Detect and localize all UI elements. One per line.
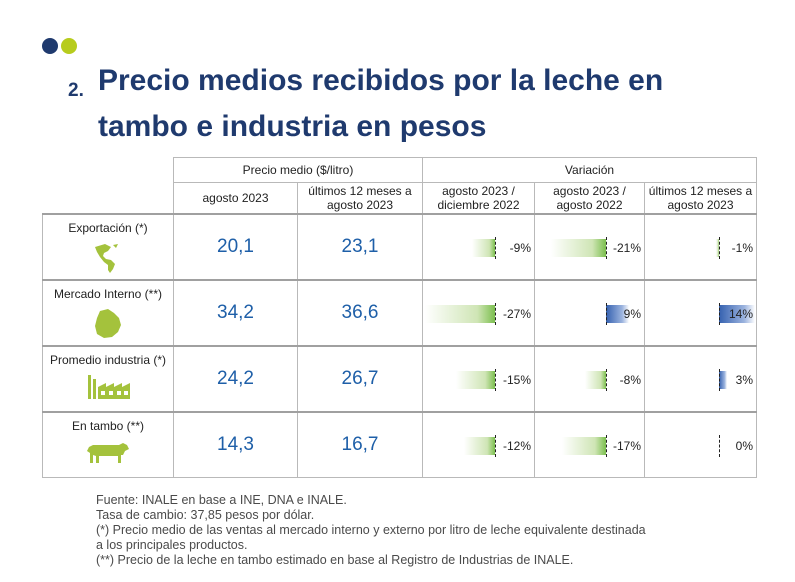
variation-cell: -15% (422, 344, 535, 412)
variation-cell: -27% (422, 278, 535, 346)
variation-axis (719, 368, 720, 391)
value-ultimos-12: 23,1 (297, 212, 423, 280)
variation-label: -8% (619, 372, 641, 387)
col-header: últimos 12 meses a agosto 2023 (644, 182, 757, 214)
variation-axis (606, 434, 607, 457)
variation-bar (719, 304, 756, 323)
uruguay-map-icon (95, 308, 121, 338)
variation-label: -1% (731, 240, 753, 255)
variation-axis (606, 236, 607, 259)
table-row: Mercado Interno (**) 34,2 36,6 -27% 9% 1… (42, 278, 757, 346)
value-agosto-2023: 14,3 (173, 410, 298, 478)
title-number: 2. (68, 80, 84, 101)
variation-bar (463, 436, 495, 455)
variation-bar (716, 238, 719, 257)
footnote-1-cont: a los principales productos. (96, 538, 248, 552)
variation-label: -21% (612, 240, 641, 255)
price-table: Precio medio ($/litro) Variación agosto … (42, 157, 757, 478)
variation-bar (719, 370, 727, 389)
title-line-1: Precio medios recibidos por la leche en (98, 64, 664, 97)
table-row: Exportación (*) 20,1 23,1 -9% -21% -1% (42, 212, 757, 280)
value-agosto-2023: 34,2 (173, 278, 298, 346)
variation-label: 3% (735, 372, 753, 387)
variation-cell: 14% (644, 278, 757, 346)
row-label: Promedio industria (*) (49, 352, 167, 367)
americas-map-icon (95, 243, 118, 273)
variation-axis (495, 236, 496, 259)
table-row: En tambo (**) 14,3 16,7 -12% -17% 0% (42, 410, 757, 478)
variation-axis (719, 236, 720, 259)
header-variacion: Variación (422, 157, 757, 183)
variation-cell: -8% (534, 344, 645, 412)
variation-cell: -12% (422, 410, 535, 478)
variation-label: 9% (623, 306, 641, 321)
green-dot (61, 38, 77, 54)
value-agosto-2023: 24,2 (173, 344, 298, 412)
variation-cell: 9% (534, 278, 645, 346)
variation-bar (551, 238, 606, 257)
col-header: agosto 2023 / diciembre 2022 (422, 182, 535, 214)
col-header: agosto 2023 / agosto 2022 (534, 182, 645, 214)
variation-bar (561, 436, 606, 455)
variation-axis (606, 302, 607, 325)
variation-bar (456, 370, 495, 389)
variation-label: 0% (735, 438, 753, 453)
row-label: Mercado Interno (**) (53, 286, 163, 301)
variation-label: -12% (502, 438, 531, 453)
variation-cell: -9% (422, 212, 535, 280)
variation-axis (719, 434, 720, 457)
header-precio-medio: Precio medio ($/litro) (173, 157, 423, 183)
decorative-dots (42, 38, 84, 54)
footnote-exchange-rate: Tasa de cambio: 37,85 pesos por dólar. (96, 508, 315, 522)
variation-bar (606, 304, 630, 323)
variation-axis (606, 368, 607, 391)
variation-axis (495, 434, 496, 457)
row-label-cell: Promedio industria (*) (42, 344, 174, 412)
variation-label: -17% (612, 438, 641, 453)
variation-cell: -1% (644, 212, 757, 280)
footnote-2: (**) Precio de la leche en tambo estimad… (96, 553, 574, 567)
row-label-cell: Exportación (*) (42, 212, 174, 280)
variation-bar (585, 370, 606, 389)
factory-icon (88, 374, 130, 399)
footnote-source: Fuente: INALE en base a INE, DNA e INALE… (96, 493, 347, 507)
row-label-cell: Mercado Interno (**) (42, 278, 174, 346)
col-header: agosto 2023 (173, 182, 298, 214)
row-label-cell: En tambo (**) (42, 410, 174, 478)
variation-cell: 3% (644, 344, 757, 412)
row-label: Exportación (*) (68, 220, 148, 235)
variation-axis (495, 368, 496, 391)
cow-icon (87, 442, 129, 463)
value-ultimos-12: 26,7 (297, 344, 423, 412)
value-agosto-2023: 20,1 (173, 212, 298, 280)
value-ultimos-12: 16,7 (297, 410, 423, 478)
variation-cell: -17% (534, 410, 645, 478)
title-line-2: tambo e industria en pesos (98, 110, 487, 143)
variation-cell: 0% (644, 410, 757, 478)
variation-label: 14% (728, 306, 753, 321)
variation-cell: -21% (534, 212, 645, 280)
navy-dot (42, 38, 58, 54)
variation-axis (719, 302, 720, 325)
variation-bar (471, 238, 495, 257)
footnotes: Fuente: INALE en base a INE, DNA e INALE… (96, 493, 646, 568)
variation-label: -27% (502, 306, 531, 321)
footnote-1: (*) Precio medio de las ventas al mercad… (96, 523, 646, 537)
value-ultimos-12: 36,6 (297, 278, 423, 346)
variation-label: -9% (509, 240, 531, 255)
row-label: En tambo (**) (71, 418, 145, 433)
variation-label: -15% (502, 372, 531, 387)
variation-bar (425, 304, 495, 323)
variation-axis (495, 302, 496, 325)
col-header: últimos 12 meses a agosto 2023 (297, 182, 423, 214)
table-row: Promedio industria (*) 24,2 26,7 -15% -8… (42, 344, 757, 412)
